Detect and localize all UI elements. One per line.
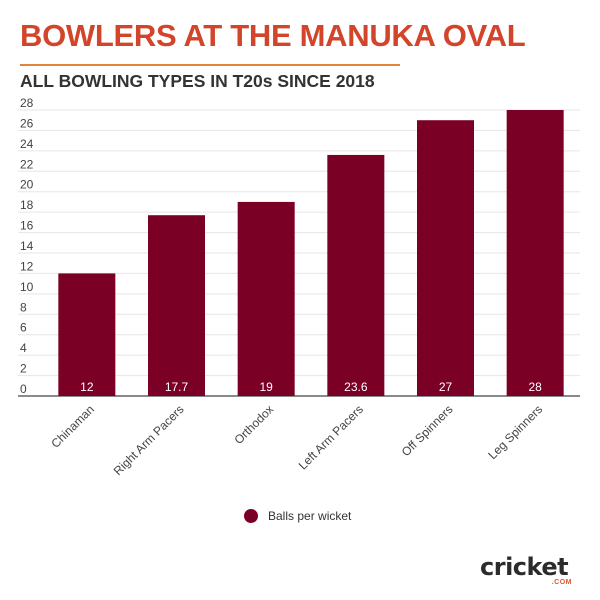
y-tick-label: 18	[20, 198, 34, 212]
bar	[58, 273, 116, 396]
legend-label: Balls per wicket	[268, 509, 352, 523]
chart-title: BOWLERS AT THE MANUKA OVAL	[20, 18, 526, 53]
y-tick-label: 28	[20, 96, 34, 110]
bar	[327, 154, 385, 396]
x-tick-label: Chinaman	[48, 402, 97, 451]
legend: Balls per wicket	[244, 509, 351, 523]
bar-data-label: 19	[259, 380, 273, 394]
y-tick-label: 22	[20, 157, 34, 171]
y-tick-label: 0	[20, 382, 27, 396]
y-tick-label: 26	[20, 116, 34, 130]
title-rule	[20, 64, 400, 66]
legend-swatch	[244, 509, 258, 523]
y-tick-label: 10	[20, 280, 34, 294]
y-tick-label: 8	[20, 300, 27, 314]
bar-data-label: 28	[528, 380, 542, 394]
y-tick-label: 12	[20, 259, 34, 273]
x-tick-label: Left Arm Pacers	[296, 402, 366, 472]
bar-data-label: 23.6	[344, 380, 368, 394]
bar-data-label: 12	[80, 380, 94, 394]
y-tick-label: 4	[20, 341, 27, 355]
bar	[148, 215, 205, 396]
bar-data-label: 17.7	[165, 380, 189, 394]
chart-subtitle: ALL BOWLING TYPES IN T20s SINCE 2018	[20, 71, 375, 91]
x-tick-label: Orthodox	[231, 402, 276, 447]
x-tick-label: Right Arm Pacers	[111, 402, 187, 478]
x-tick-label: Off Spinners	[399, 402, 456, 459]
cricket-com-logo: cricket .COM	[480, 553, 580, 586]
bar	[506, 110, 564, 396]
x-tick-label: Leg Spinners	[485, 402, 545, 462]
y-tick-label: 2	[20, 362, 27, 376]
y-tick-label: 24	[20, 137, 34, 151]
y-tick-label: 16	[20, 219, 34, 233]
logo-text: cricket	[480, 553, 569, 581]
bar	[237, 201, 295, 396]
y-tick-label: 14	[20, 239, 34, 253]
y-tick-label: 20	[20, 178, 34, 192]
y-tick-label: 6	[20, 321, 27, 335]
bar-data-label: 27	[439, 380, 453, 394]
logo-sub-text: .COM	[551, 579, 572, 586]
bar	[417, 120, 474, 396]
